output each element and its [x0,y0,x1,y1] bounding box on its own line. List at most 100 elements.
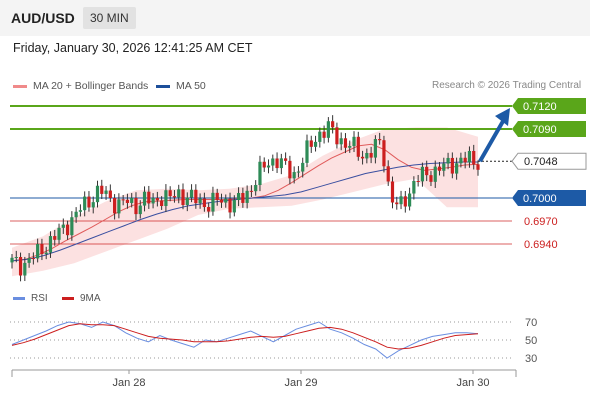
candle-body [95,185,100,203]
candle-body [309,140,313,147]
candle-body [459,157,463,164]
candle-body [326,121,330,138]
credit-text: Research © 2026 Trading Central [432,80,582,91]
ma20-swatch [13,84,27,88]
candle-body [467,150,472,163]
candle-body [407,193,412,207]
candle-body [70,217,74,236]
ma20-legend-label: MA 20 + Bollinger Bands [33,80,149,92]
candle-body [425,166,429,176]
candle-body [352,136,356,147]
candle-body [48,236,53,253]
candle-body [463,157,467,163]
current-price-label: 0.7048 [524,156,558,168]
rsi-legend-label: RSI [31,293,48,304]
ma9-line [11,323,479,350]
ma50-swatch [156,84,170,88]
candle-body [113,198,117,214]
candle-body [356,136,360,157]
candle-body [207,207,211,212]
candle-body [271,158,275,166]
candle-body [168,190,172,197]
ma9-swatch [62,296,74,300]
candle-body [74,211,78,218]
candle-body [442,163,446,171]
candle-body [296,171,301,173]
candle-body [232,200,236,213]
candle-body [395,202,399,205]
candle-body [416,181,420,183]
candle-body [360,156,365,159]
candle-body [262,161,266,168]
rsi-swatch [13,296,25,300]
x-tick-label-2: Jan 30 [456,377,489,389]
candle-body [164,190,168,207]
candle-body [160,200,164,207]
bollinger-band [12,127,478,277]
candle-body [245,190,249,203]
timeframe-badge[interactable]: 30 MIN [83,7,136,29]
candle-body [138,205,142,215]
candle-body [403,196,407,207]
legend-ma9: 9MA [62,293,101,304]
candle-body [369,152,373,158]
candle-body [83,196,87,211]
candle-body [322,131,326,138]
candle-body [44,252,48,255]
candle-body [476,164,480,170]
candle-body [228,198,232,213]
legend-rsi: RSI [13,293,48,304]
candle-body [27,258,31,263]
candle-body [198,198,202,204]
candle-body [399,196,403,205]
candle-body [172,196,177,198]
candle-body [386,166,390,182]
candle-body [40,244,44,255]
candle-body [117,199,121,214]
ma50-line [11,161,478,262]
candle-body [87,196,91,208]
legend-ma50: MA 50 [156,80,206,92]
candle-body [472,150,476,165]
candle-body [313,141,318,147]
level-badge-1 [512,121,586,137]
x-tick-label-0: Jan 28 [112,377,145,389]
candle-body [14,257,18,259]
candle-body [446,157,450,164]
candle-body [100,185,104,194]
ma9-legend-label: 9MA [80,293,101,304]
candle-body [365,152,369,159]
candle-body [23,262,27,276]
candle-body [181,189,185,206]
candle-body [31,258,35,260]
candle-body [36,244,40,259]
ma50-legend-label: MA 50 [176,80,206,92]
candle-body [339,138,343,145]
candle-body [189,189,194,198]
candle-body [292,172,296,179]
candle-body [343,138,348,148]
candle-body [134,197,138,215]
candle-body [378,139,382,141]
candle-body [108,190,112,199]
current-price-badge [511,152,587,170]
instrument-title: AUD/USD [11,10,75,26]
level-label-2: 0.7000 [523,193,557,205]
legend-ma20: MA 20 + Bollinger Bands [13,80,148,92]
candle-body [215,192,219,200]
candle-body [121,199,125,201]
candle-body [420,166,425,182]
candle-body [266,165,271,168]
candle-body [373,139,377,158]
candle-body [301,162,305,172]
candle-body [429,175,433,182]
candle-body [258,161,262,186]
rsi-line [11,321,479,359]
candle-body [224,198,228,203]
candle-body [236,193,241,201]
candle-body [348,146,352,148]
candle-body [185,197,189,206]
candle-body [390,181,395,203]
candle-body [335,127,339,145]
